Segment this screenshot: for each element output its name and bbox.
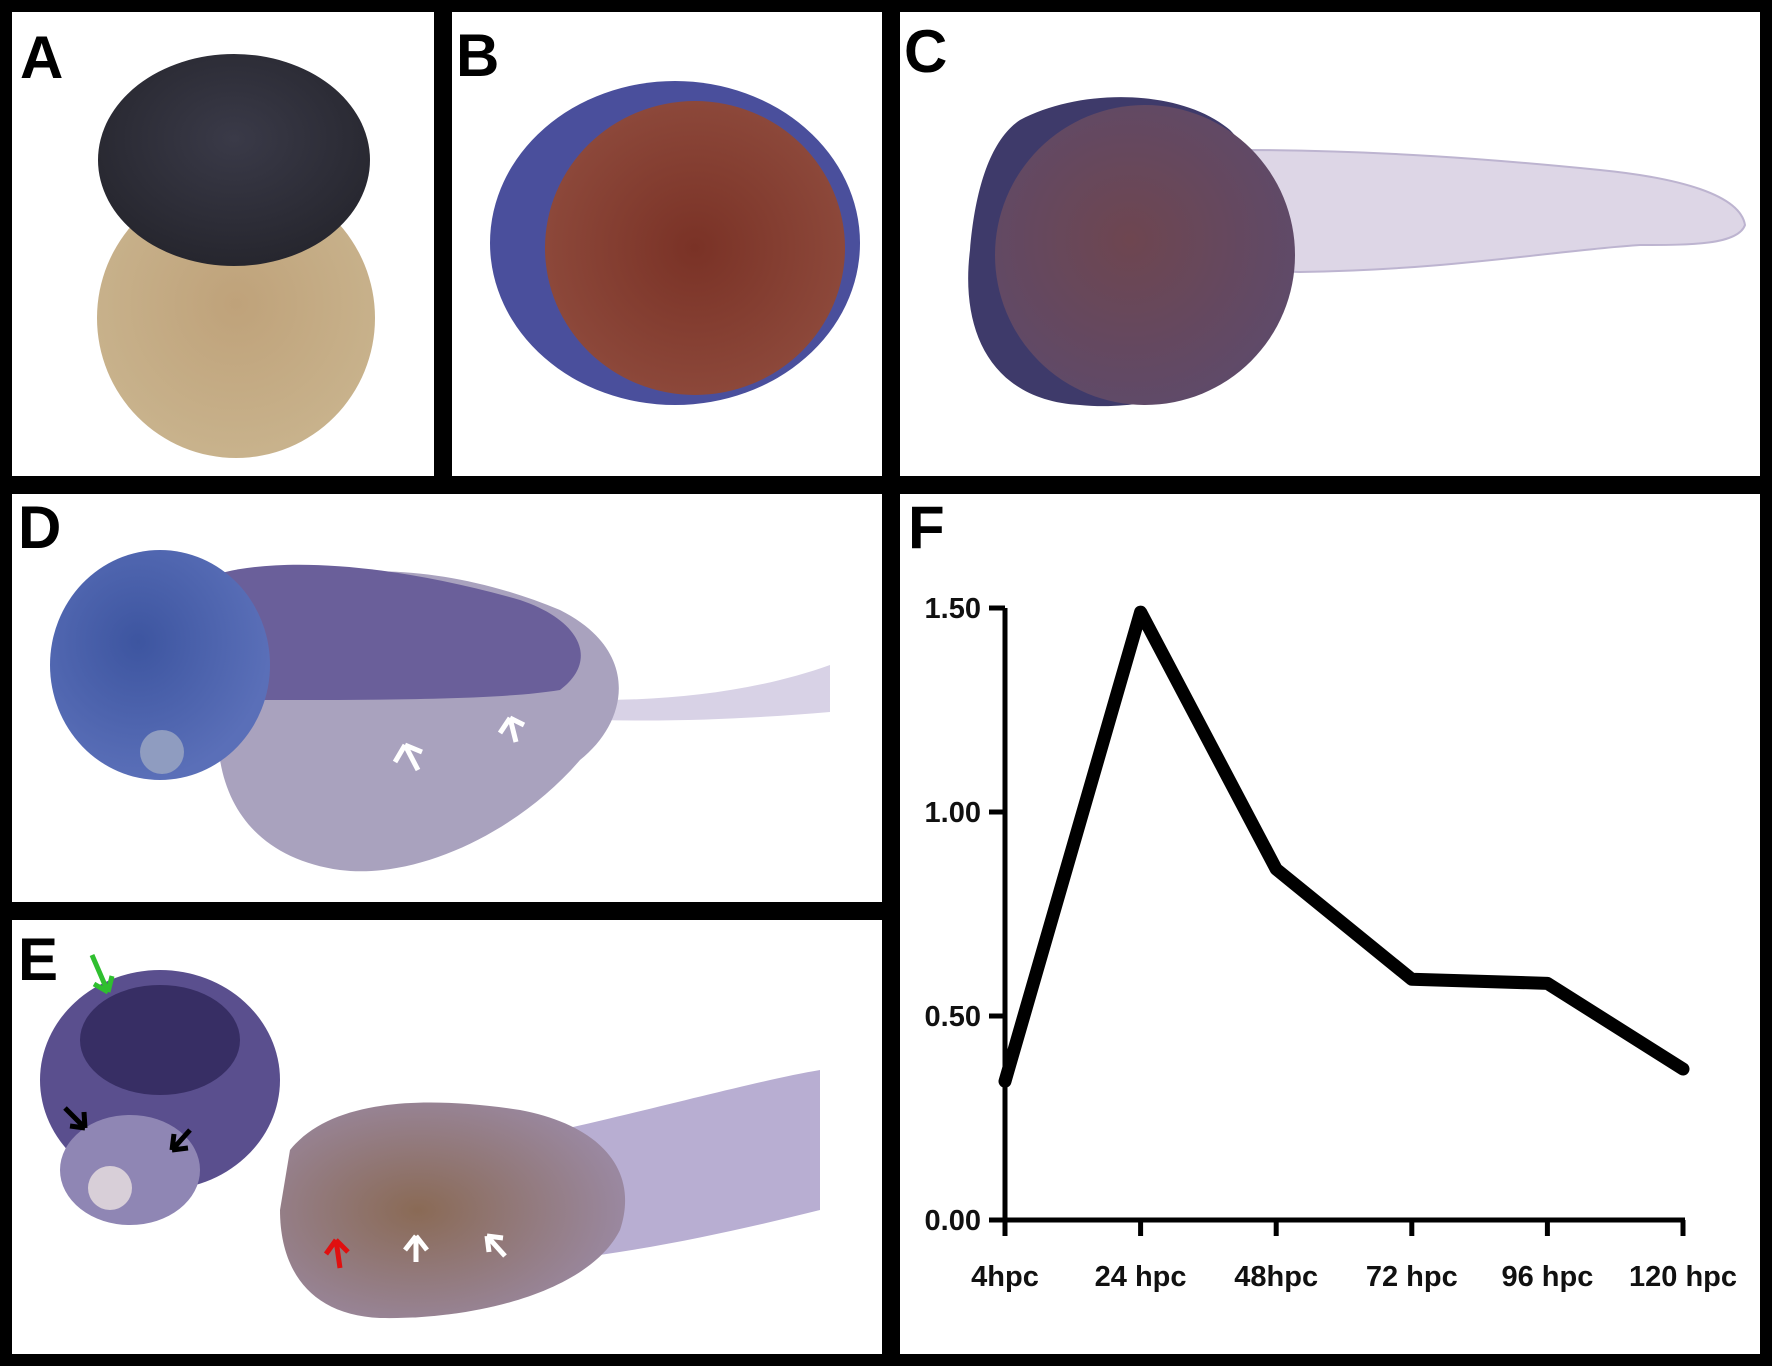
x-tick-label: 120 hpc bbox=[1629, 1261, 1737, 1293]
panel-c: C bbox=[888, 0, 1772, 488]
white-arrow-e1 bbox=[403, 1234, 429, 1262]
white-arrow-d1 bbox=[392, 742, 423, 772]
y-axis-ticks: 0.00 0.50 1.00 1.50 bbox=[925, 593, 1005, 1237]
white-arrow-e2 bbox=[484, 1233, 507, 1258]
y-tick-label: 0.00 bbox=[925, 1205, 981, 1237]
embryo-d-eye bbox=[140, 730, 184, 774]
embryo-d-body bbox=[200, 564, 581, 700]
data-point bbox=[1134, 606, 1147, 619]
x-tick-label: 48hpc bbox=[1234, 1261, 1318, 1293]
white-arrow-d2 bbox=[497, 715, 526, 743]
panel-f-letter: F bbox=[908, 494, 945, 561]
panel-a: A bbox=[0, 0, 446, 488]
panel-e-letter: E bbox=[18, 926, 58, 993]
panel-b: B bbox=[440, 0, 894, 488]
data-point bbox=[1405, 973, 1418, 986]
embryo-c-yolk bbox=[995, 105, 1295, 405]
y-tick-label: 0.50 bbox=[925, 1001, 981, 1033]
embryo-e-eye bbox=[88, 1166, 132, 1210]
embryo-d-tail bbox=[600, 665, 830, 721]
embryo-b-yolk bbox=[545, 101, 845, 395]
embryo-a-blastoderm bbox=[98, 54, 370, 266]
data-point bbox=[1541, 977, 1554, 990]
panel-a-letter: A bbox=[20, 24, 63, 91]
x-tick-label: 72 hpc bbox=[1366, 1261, 1458, 1293]
panel-c-letter: C bbox=[904, 18, 947, 85]
panel-d-letter: D bbox=[18, 494, 61, 561]
panel-e: E bbox=[0, 908, 894, 1366]
y-tick-label: 1.50 bbox=[925, 593, 981, 625]
embryo-e-jaw bbox=[60, 1115, 200, 1225]
panel-f: F 0.00 0.50 1.00 1.50 4hpc 24 hpc 48hpc 72 hpc… bbox=[888, 482, 1772, 1366]
data-points bbox=[999, 606, 1689, 1088]
data-point bbox=[1677, 1063, 1689, 1076]
panel-f-border bbox=[888, 482, 1772, 1366]
red-arrow bbox=[323, 1238, 350, 1269]
series-line bbox=[998, 605, 1690, 1088]
black-arrow-e2 bbox=[169, 1128, 192, 1153]
data-point bbox=[1270, 863, 1283, 876]
embryo-d-head bbox=[50, 550, 270, 780]
line-chart: 0.00 0.50 1.00 1.50 4hpc 24 hpc 48hpc 72 hpc 96… bbox=[925, 593, 1737, 1293]
x-tick-label: 24 hpc bbox=[1095, 1261, 1187, 1293]
data-point bbox=[999, 1075, 1011, 1088]
x-tick-label: 4hpc bbox=[971, 1261, 1039, 1293]
x-axis-ticks: 4hpc 24 hpc 48hpc 72 hpc 96 hpc 120 hpc bbox=[971, 1220, 1737, 1293]
embryo-e-yolk bbox=[280, 1102, 626, 1319]
y-tick-label: 1.00 bbox=[925, 797, 981, 829]
x-tick-label: 96 hpc bbox=[1501, 1261, 1593, 1293]
embryo-e-tail bbox=[560, 1070, 820, 1260]
embryo-c-tail bbox=[1239, 148, 1747, 274]
green-arrow bbox=[89, 954, 115, 995]
panel-b-letter: B bbox=[456, 22, 499, 89]
embryo-e-forebrain bbox=[80, 985, 240, 1095]
black-arrow-e1 bbox=[63, 1106, 88, 1131]
panel-d: D bbox=[0, 482, 894, 914]
